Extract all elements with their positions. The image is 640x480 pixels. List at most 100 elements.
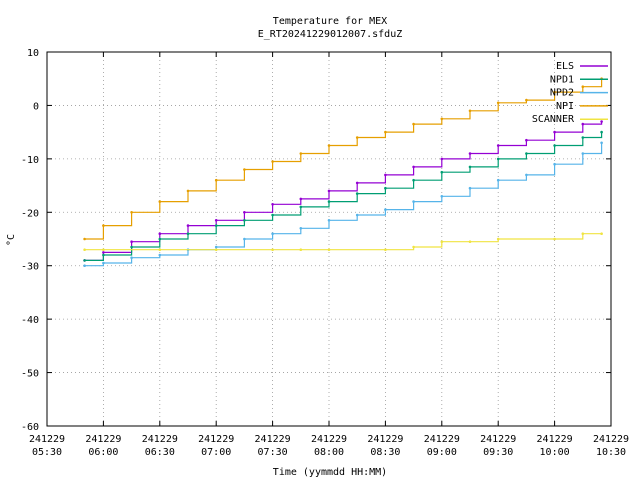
data-point-npi [525,98,528,102]
data-point-els [412,165,415,169]
data-point-els [214,219,218,222]
data-point-scanner [158,248,162,251]
data-point-npd2 [327,219,331,222]
data-point-npd1 [440,170,444,174]
y-tick-label: -20 [21,208,39,219]
data-point-npd1 [468,165,472,169]
x-tick-label-time: 06:00 [88,447,118,458]
y-tick-label: 0 [33,101,39,112]
data-point-npd2 [214,245,218,249]
data-point-npd1 [214,224,218,227]
data-point-npd2 [271,232,274,235]
data-point-npd1 [525,152,528,155]
x-tick-label-date: 241229 [29,434,65,445]
data-point-scanner [83,248,86,251]
data-point-npd2 [412,200,415,203]
x-tick-label-date: 241229 [255,434,291,445]
x-tick-label-date: 241229 [311,434,347,445]
data-point-els [299,197,303,201]
data-point-npd2 [384,208,387,211]
data-point-npd1 [158,237,162,241]
data-point-npd1 [553,144,556,147]
data-point-scanner [412,245,415,249]
data-point-npi [327,144,331,147]
data-point-npd2 [299,227,303,230]
data-point-npi [384,130,387,134]
data-point-npd1 [496,157,500,161]
data-point-els [581,122,585,126]
data-point-els [600,120,603,123]
data-point-npi [468,109,472,113]
data-point-scanner [327,248,331,251]
data-point-npd2 [83,264,86,268]
y-tick-label: 10 [27,48,39,59]
x-tick-label-time: 09:00 [427,447,457,458]
data-point-els [102,251,105,254]
data-point-npd2 [600,141,603,145]
data-point-els [186,224,190,227]
data-point-npd2 [468,186,472,190]
data-point-npd1 [271,213,274,217]
data-point-npd1 [130,245,133,249]
x-tick-label-date: 241229 [85,434,121,445]
x-axis-label: Time (yymmdd HH:MM) [273,467,387,478]
data-point-npd1 [384,186,387,190]
data-point-npd2 [355,213,359,217]
data-point-npi [553,90,556,94]
data-point-npi [355,136,359,139]
data-point-npd1 [83,259,86,262]
data-point-scanner [581,232,585,235]
series-line-npd2 [84,142,603,267]
data-point-els [271,203,274,206]
data-point-npi [214,178,218,182]
data-point-npd1 [243,219,246,222]
legend-label-npd1: NPD1 [550,74,574,85]
data-point-els [553,130,556,134]
data-point-npi [102,224,105,227]
data-point-npi [271,160,274,163]
data-point-npd2 [440,195,444,198]
data-point-els [243,211,246,214]
data-point-els [384,173,387,177]
data-point-npd2 [243,237,246,241]
data-point-npd1 [186,232,190,235]
data-point-els [130,240,133,243]
data-point-npd1 [412,178,415,182]
data-point-npd2 [496,178,500,182]
data-point-npd1 [299,205,303,209]
y-tick-label: -10 [21,155,39,166]
data-point-scanner [440,240,444,243]
y-tick-label: -60 [21,422,39,433]
x-tick-label-date: 241229 [198,434,234,445]
data-point-npi [130,211,133,214]
data-point-npi [158,200,162,203]
data-point-els [327,189,331,193]
data-point-scanner [600,232,603,235]
x-tick-label-time: 08:30 [370,447,400,458]
series-line-els [84,121,603,261]
data-point-npi [83,237,86,241]
x-tick-label-date: 241229 [537,434,573,445]
series-line-npd1 [84,132,603,261]
data-point-npi [299,152,303,155]
legend-label-els: ELS [556,61,574,72]
data-point-npd1 [102,253,105,257]
x-tick-label-time: 06:30 [145,447,175,458]
x-tick-label-time: 07:00 [201,447,231,458]
data-point-npi [243,168,246,171]
x-tick-label-time: 10:00 [540,447,570,458]
data-point-npd2 [525,173,528,177]
data-point-npi [186,189,190,193]
legend-label-npi: NPI [556,101,574,112]
data-point-npd2 [158,253,162,257]
data-point-scanner [553,237,556,241]
x-tick-label-time: 09:30 [483,447,513,458]
legend-label-scanner: SCANNER [532,114,575,125]
data-point-scanner [102,248,105,251]
data-point-npd1 [327,200,331,203]
data-point-scanner [299,248,303,251]
y-tick-label: -40 [21,315,39,326]
data-point-els [440,157,444,161]
data-point-npd2 [553,162,556,166]
